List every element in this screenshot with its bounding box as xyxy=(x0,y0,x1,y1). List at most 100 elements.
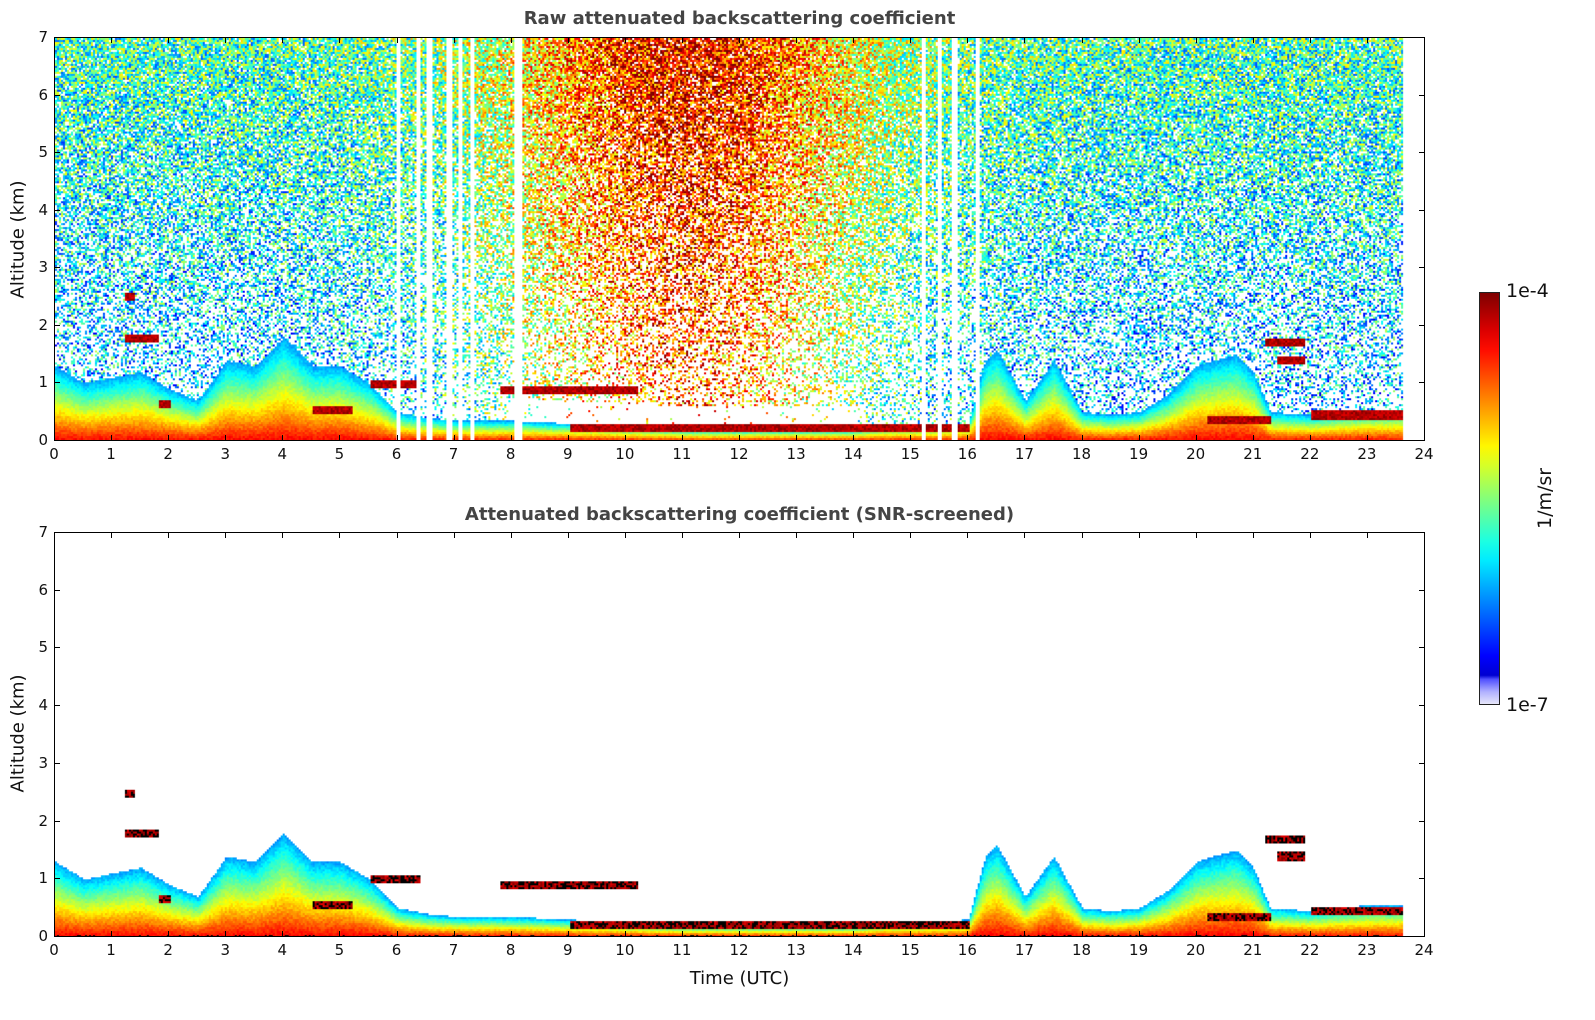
y-tick xyxy=(1419,936,1425,937)
y-tick xyxy=(1419,705,1425,707)
x-tick xyxy=(1309,435,1311,441)
x-tick xyxy=(967,37,969,43)
y-tick xyxy=(54,762,60,764)
x-tick xyxy=(1252,931,1254,937)
x-tick xyxy=(1366,931,1368,937)
x-tick xyxy=(1195,37,1197,43)
x-tick-label: 11 xyxy=(672,445,692,463)
y-tick xyxy=(54,440,60,441)
x-tick xyxy=(168,931,170,937)
x-tick xyxy=(168,435,170,441)
x-tick-label: 13 xyxy=(786,445,806,463)
x-tick xyxy=(853,931,855,937)
x-tick xyxy=(282,37,284,43)
x-tick-label: 24 xyxy=(1414,941,1434,959)
y-tick-label: 4 xyxy=(38,200,48,219)
x-tick xyxy=(54,931,55,937)
x-tick xyxy=(1252,532,1254,538)
x-tick xyxy=(396,532,398,538)
x-tick xyxy=(1081,931,1083,937)
y-tick xyxy=(1419,209,1425,211)
y-tick xyxy=(54,936,60,937)
x-tick-label: 1 xyxy=(106,445,116,463)
x-tick xyxy=(111,37,113,43)
y-tick xyxy=(1419,589,1425,591)
x-tick xyxy=(282,931,284,937)
x-tick xyxy=(796,931,798,937)
y-tick-label: 1 xyxy=(38,869,48,888)
x-tick-label: 8 xyxy=(505,445,516,463)
raw-y-axis-label: Altitude (km) xyxy=(7,180,29,299)
y-tick-label: 7 xyxy=(38,523,48,541)
x-tick xyxy=(567,532,569,538)
x-tick xyxy=(1024,532,1026,538)
x-tick xyxy=(111,931,113,937)
x-tick xyxy=(796,37,798,43)
raw-heatmap xyxy=(55,38,1424,440)
x-tick-label: 23 xyxy=(1357,941,1377,959)
x-tick xyxy=(624,532,626,538)
x-tick xyxy=(510,435,512,441)
x-tick xyxy=(339,532,341,538)
x-tick-label: 20 xyxy=(1186,445,1206,463)
snr-heatmap xyxy=(55,533,1424,936)
raw-plot-title: Raw attenuated backscattering coefficien… xyxy=(523,8,956,29)
x-tick xyxy=(1138,37,1140,43)
x-tick-label: 24 xyxy=(1414,445,1434,463)
x-tick-label: 23 xyxy=(1357,445,1377,463)
y-tick xyxy=(54,209,60,211)
x-tick xyxy=(339,37,341,43)
x-tick xyxy=(1309,532,1311,538)
x-tick xyxy=(853,37,855,43)
y-tick xyxy=(1419,820,1425,822)
x-tick-label: 19 xyxy=(1129,941,1149,959)
x-tick xyxy=(225,532,227,538)
y-tick xyxy=(1419,267,1425,269)
x-tick xyxy=(1366,37,1368,43)
x-tick-label: 8 xyxy=(505,941,516,959)
x-tick xyxy=(681,931,683,937)
colorbar-max-label: 1e-4 xyxy=(1506,280,1549,302)
x-tick-label: 15 xyxy=(900,941,920,959)
x-tick xyxy=(453,532,455,538)
y-tick-label: 1 xyxy=(38,373,48,392)
y-tick-label: 3 xyxy=(38,258,48,277)
x-tick-label: 5 xyxy=(334,445,345,463)
x-tick xyxy=(1195,931,1197,937)
y-tick-label: 5 xyxy=(38,143,48,162)
x-tick-label: 15 xyxy=(900,445,920,463)
x-tick xyxy=(510,532,512,538)
x-tick-label: 2 xyxy=(163,941,173,959)
x-tick-label: 7 xyxy=(448,445,459,463)
x-tick xyxy=(282,435,284,441)
x-tick xyxy=(510,37,512,43)
y-tick xyxy=(54,647,60,649)
x-tick xyxy=(967,435,969,441)
x-tick xyxy=(1138,931,1140,937)
x-tick xyxy=(1024,931,1026,937)
x-tick xyxy=(54,435,55,441)
x-tick xyxy=(681,532,683,538)
x-tick-label: 14 xyxy=(843,941,863,959)
raw-backscatter-plot xyxy=(54,37,1425,441)
x-tick xyxy=(910,37,912,43)
y-tick-label: 3 xyxy=(38,753,48,772)
y-tick xyxy=(54,94,60,96)
x-tick xyxy=(453,37,455,43)
y-tick xyxy=(1419,440,1425,441)
x-tick xyxy=(1081,435,1083,441)
x-tick-label: 18 xyxy=(1071,445,1092,463)
y-tick xyxy=(1419,152,1425,154)
x-tick-label: 14 xyxy=(843,445,863,463)
x-tick xyxy=(1366,532,1368,538)
y-tick-label: 0 xyxy=(38,927,48,945)
y-tick xyxy=(1419,878,1425,880)
y-tick xyxy=(1419,532,1425,533)
x-tick xyxy=(1024,435,1026,441)
x-tick xyxy=(967,532,969,538)
y-tick xyxy=(1419,37,1425,38)
x-tick-label: 22 xyxy=(1300,445,1320,463)
x-tick xyxy=(567,931,569,937)
y-tick xyxy=(1419,762,1425,764)
x-tick-label: 21 xyxy=(1243,941,1263,959)
